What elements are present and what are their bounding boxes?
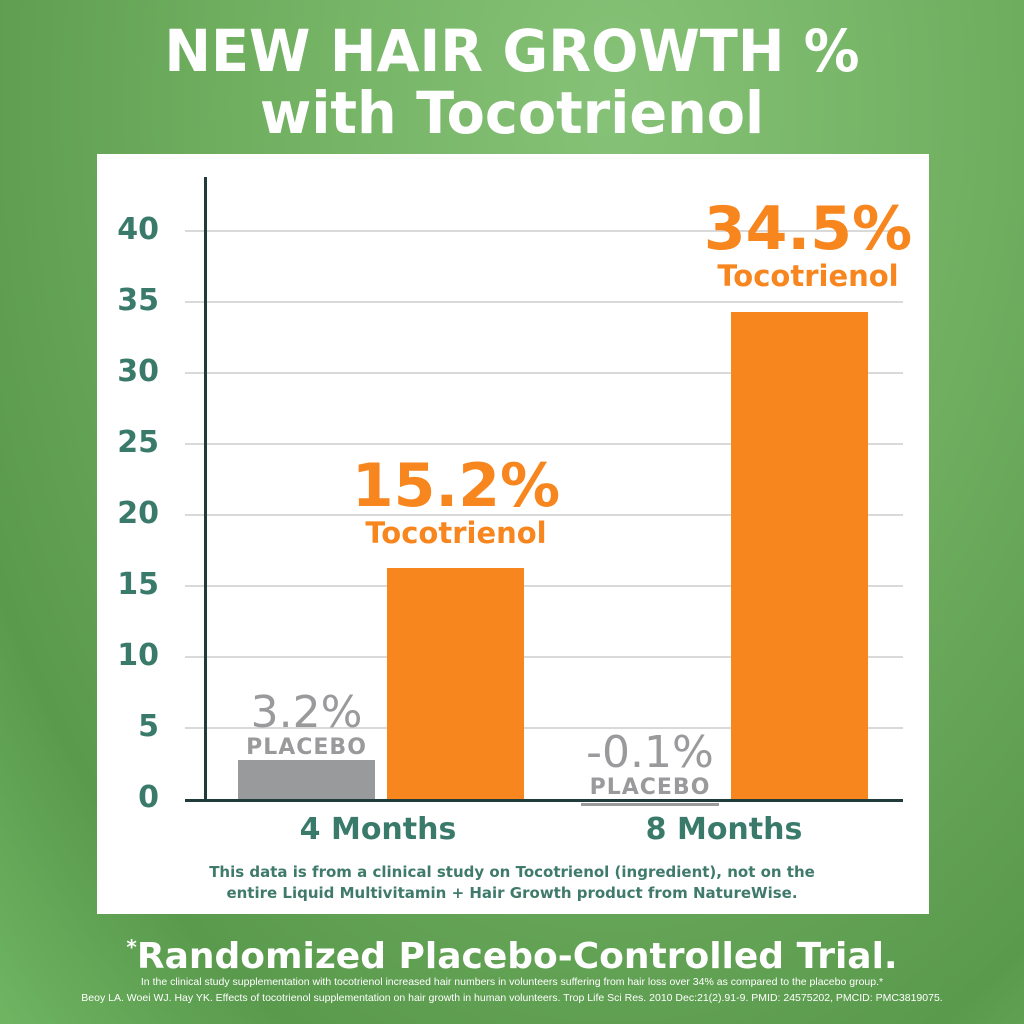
value-placebo-8-months: -0.1%: [586, 727, 714, 778]
label-tocotrienol-8-months: 34.5% Tocotrienol: [697, 198, 919, 292]
gridline-35: [185, 301, 903, 303]
gridline-30: [185, 372, 903, 374]
series-label-tocotrienol: Tocotrienol: [365, 516, 547, 550]
gridline-40: [185, 230, 903, 232]
gridline-15: [185, 585, 903, 587]
y-tick-15: 15: [117, 567, 159, 602]
y-tick-40: 40: [117, 212, 159, 247]
series-label-placebo: PLACEBO: [246, 735, 367, 760]
y-tick-35: 35: [117, 283, 159, 318]
x-axis: [185, 799, 903, 802]
study-disclaimer: This data is from a clinical study on To…: [150, 862, 874, 904]
bar-tocotrienol-4-months: [387, 568, 524, 799]
gridline-10: [185, 656, 903, 658]
footnote-citation: Beoy LA. Woei WJ. Hay YK. Effects of toc…: [81, 992, 943, 1004]
label-placebo-8-months: -0.1% PLACEBO: [570, 730, 730, 800]
trial-type-label: *Randomized Placebo-Controlled Trial.: [0, 926, 1024, 978]
series-label-placebo: PLACEBO: [589, 775, 711, 800]
footnote-summary: In the clinical study supplementation wi…: [140, 976, 884, 988]
label-placebo-4-months: 3.2% PLACEBO: [228, 690, 385, 760]
asterisk: *: [126, 935, 137, 959]
x-category-8-months: 8 Months: [645, 812, 803, 847]
y-axis: [204, 177, 207, 801]
series-label-tocotrienol: Tocotrienol: [717, 259, 899, 293]
value-placebo-4-months: 3.2%: [250, 687, 363, 738]
y-tick-30: 30: [117, 354, 159, 389]
bar-tocotrienol-8-months: [731, 312, 868, 799]
bar-placebo-8-months: [581, 803, 719, 806]
label-tocotrienol-4-months: 15.2% Tocotrienol: [345, 455, 567, 549]
gridline-20: [185, 514, 903, 516]
trial-label-text: Randomized Placebo-Controlled Trial.: [136, 936, 898, 977]
gridline-5: [185, 727, 903, 729]
gridline-25: [185, 443, 903, 445]
chart-title-line1: NEW HAIR GROWTH %: [164, 17, 860, 85]
x-category-4-months: 4 Months: [299, 812, 457, 847]
bar-placebo-4-months: [238, 760, 375, 799]
y-tick-5: 5: [138, 709, 159, 744]
y-tick-10: 10: [117, 638, 159, 673]
y-tick-20: 20: [117, 496, 159, 531]
value-tocotrienol-4-months: 15.2%: [351, 451, 561, 521]
value-tocotrienol-8-months: 34.5%: [703, 194, 913, 264]
disclaimer-line2: entire Liquid Multivitamin + Hair Growth…: [226, 884, 798, 902]
chart-title-line2: with Tocotrienol: [259, 79, 765, 147]
y-tick-0: 0: [138, 780, 159, 815]
disclaimer-line1: This data is from a clinical study on To…: [209, 863, 815, 881]
y-tick-25: 25: [117, 425, 159, 460]
